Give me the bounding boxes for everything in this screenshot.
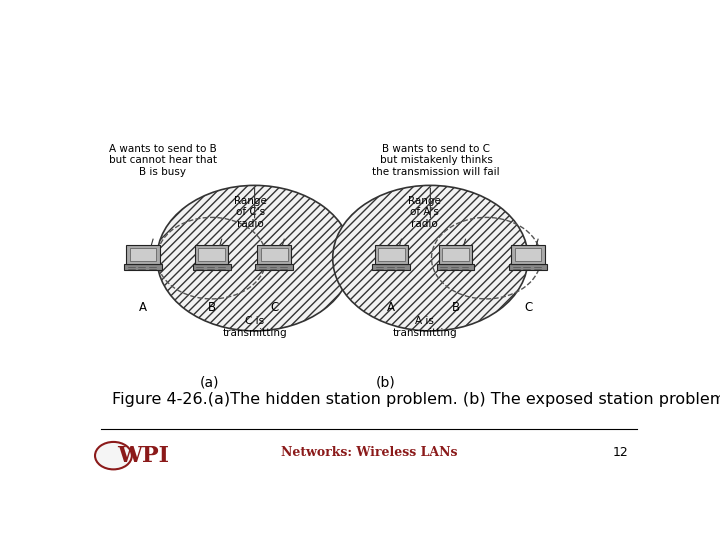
Text: Networks: Wireless LANs: Networks: Wireless LANs bbox=[281, 446, 457, 459]
Text: C is
transmitting: C is transmitting bbox=[222, 316, 287, 338]
Text: Range
of C's
radio: Range of C's radio bbox=[234, 196, 266, 229]
Bar bbox=[130, 248, 156, 261]
Bar bbox=[378, 248, 405, 261]
Text: A wants to send to B
but cannot hear that
B is busy: A wants to send to B but cannot hear tha… bbox=[109, 144, 217, 177]
Bar bbox=[126, 245, 160, 264]
Bar bbox=[261, 248, 287, 261]
Text: A is
transmitting: A is transmitting bbox=[392, 316, 457, 338]
Bar bbox=[442, 248, 469, 261]
Bar bbox=[193, 264, 230, 271]
Bar bbox=[195, 245, 228, 264]
Bar bbox=[511, 245, 545, 264]
Text: Range
of A's
radio: Range of A's radio bbox=[408, 196, 441, 229]
Bar bbox=[509, 264, 547, 271]
Text: B: B bbox=[207, 301, 216, 314]
Text: A: A bbox=[387, 301, 395, 314]
Text: C: C bbox=[270, 301, 278, 314]
Circle shape bbox=[157, 185, 352, 331]
Bar bbox=[258, 245, 291, 264]
Circle shape bbox=[95, 442, 132, 469]
Bar bbox=[372, 264, 410, 271]
Bar bbox=[124, 264, 162, 271]
Bar bbox=[374, 245, 408, 264]
Text: (a): (a) bbox=[200, 376, 220, 390]
Text: Figure 4-26.(a)The hidden station problem. (b) The exposed station problem.: Figure 4-26.(a)The hidden station proble… bbox=[112, 392, 720, 407]
Bar bbox=[255, 264, 293, 271]
Bar bbox=[438, 245, 472, 264]
Text: (b): (b) bbox=[376, 376, 395, 390]
Text: C: C bbox=[524, 301, 532, 314]
Text: 12: 12 bbox=[612, 446, 628, 459]
Text: B: B bbox=[451, 301, 459, 314]
Bar bbox=[515, 248, 541, 261]
Circle shape bbox=[333, 185, 528, 331]
Bar bbox=[198, 248, 225, 261]
Bar bbox=[436, 264, 474, 271]
Text: B wants to send to C
but mistakenly thinks
the transmission will fail: B wants to send to C but mistakenly thin… bbox=[372, 144, 500, 177]
Text: WPI: WPI bbox=[117, 444, 169, 467]
Text: A: A bbox=[139, 301, 147, 314]
